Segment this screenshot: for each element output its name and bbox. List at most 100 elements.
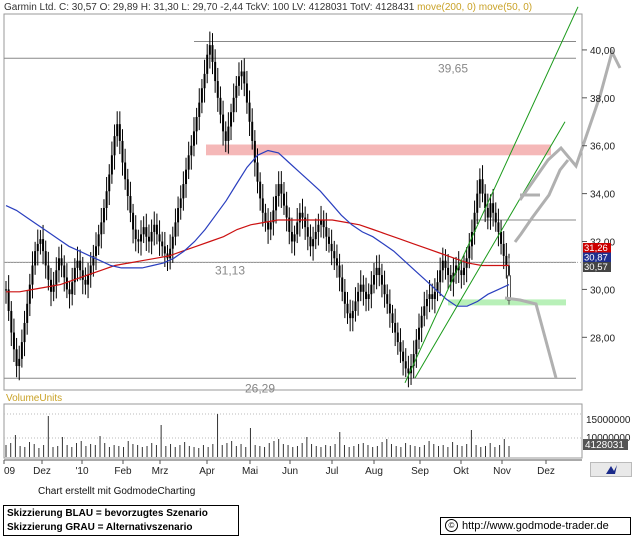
x-tick-label: Dez bbox=[33, 466, 51, 477]
candle-body bbox=[275, 196, 278, 211]
x-tick-label: Nov bbox=[493, 466, 511, 477]
candle-body bbox=[230, 112, 233, 127]
candle-body bbox=[240, 71, 243, 77]
candle-body bbox=[415, 339, 418, 355]
candle-body bbox=[444, 260, 447, 268]
candle-body bbox=[412, 354, 415, 367]
candle-body bbox=[420, 315, 423, 328]
last-candle-body bbox=[507, 275, 511, 301]
moving-average-legend: move(200, 0) move(50, 0) bbox=[417, 2, 533, 13]
candle-body bbox=[333, 251, 336, 259]
candle-body bbox=[365, 291, 368, 299]
candle-body bbox=[39, 239, 42, 244]
candle-body bbox=[489, 203, 492, 218]
candle-body bbox=[367, 294, 370, 299]
x-tick-label: Dez bbox=[537, 466, 555, 477]
candle-body bbox=[84, 279, 87, 285]
candle-body bbox=[113, 136, 116, 156]
candle-body bbox=[153, 224, 156, 232]
candle-body bbox=[388, 303, 391, 314]
candle-body bbox=[81, 270, 84, 280]
candle-body bbox=[428, 294, 431, 299]
candle-body bbox=[460, 270, 463, 276]
candle-body bbox=[44, 251, 47, 266]
scenario-legend: Skizzierung BLAU = bevorzugtes Szenario … bbox=[3, 505, 239, 536]
candle-body bbox=[150, 231, 153, 242]
candle-body bbox=[235, 85, 238, 98]
candle-body bbox=[161, 241, 164, 247]
candle-body bbox=[484, 193, 487, 208]
candle-body bbox=[92, 255, 95, 266]
candle-body bbox=[338, 265, 341, 278]
candle-body bbox=[182, 184, 185, 199]
candle-body bbox=[142, 227, 145, 235]
x-tick-label: Mai bbox=[242, 466, 258, 477]
candle-body bbox=[470, 231, 473, 247]
candle-body bbox=[248, 102, 251, 122]
candle-body bbox=[341, 277, 344, 292]
candle-body bbox=[129, 196, 132, 213]
candle-body bbox=[407, 368, 410, 374]
candle-body bbox=[325, 227, 328, 237]
candle-body bbox=[264, 212, 267, 223]
candle-body bbox=[195, 116, 198, 132]
website-url[interactable]: http://www.godmode-trader.de bbox=[462, 520, 609, 532]
scenario-down-path bbox=[504, 296, 558, 379]
candle-body bbox=[486, 207, 489, 218]
candle-body bbox=[492, 203, 495, 213]
candle-body bbox=[132, 212, 135, 230]
candle-body bbox=[343, 291, 346, 304]
x-tick-label: Jun bbox=[282, 466, 298, 477]
candle-body bbox=[425, 298, 428, 307]
candle-body bbox=[116, 124, 119, 137]
candle-body bbox=[320, 219, 323, 225]
candle-body bbox=[145, 227, 148, 237]
candle-body bbox=[203, 73, 206, 89]
candle-body bbox=[362, 284, 365, 292]
candle-body bbox=[15, 349, 18, 367]
candle-body bbox=[298, 212, 301, 223]
legend-gray-scenario: Skizzierung GRAU = Alternativszenario bbox=[7, 522, 193, 533]
candle-body bbox=[404, 361, 407, 369]
candle-body bbox=[214, 61, 217, 82]
candle-body bbox=[219, 97, 222, 115]
x-tick-label: Aug bbox=[365, 466, 383, 477]
candle-body bbox=[261, 198, 264, 213]
candle-body bbox=[105, 191, 108, 208]
candle-body bbox=[36, 243, 39, 252]
godmode-logo-button[interactable] bbox=[590, 462, 632, 477]
candle-body bbox=[60, 258, 63, 266]
x-tick-label: Feb bbox=[114, 466, 132, 477]
candle-body bbox=[89, 265, 92, 276]
candle-body bbox=[354, 301, 357, 311]
candle-body bbox=[269, 222, 272, 230]
candle-body bbox=[137, 239, 140, 242]
candle-body bbox=[23, 322, 26, 343]
x-tick-label: Okt bbox=[453, 466, 469, 477]
candle-body bbox=[285, 205, 288, 218]
godmode-bull-logo-icon bbox=[606, 465, 617, 474]
candle-body bbox=[494, 212, 497, 223]
level-annotation: 31,13 bbox=[215, 263, 245, 277]
candle-body bbox=[174, 222, 177, 237]
candle-body bbox=[370, 284, 373, 295]
candle-body bbox=[304, 217, 307, 228]
candle-body bbox=[232, 97, 235, 113]
candle-body bbox=[108, 174, 111, 192]
candle-body bbox=[12, 332, 15, 350]
candle-body bbox=[462, 267, 465, 276]
candle-body bbox=[163, 246, 166, 254]
candle-body bbox=[55, 270, 58, 285]
candle-body bbox=[314, 231, 317, 240]
candle-body bbox=[34, 251, 37, 266]
candle-body bbox=[431, 294, 434, 299]
candle-body bbox=[227, 126, 230, 141]
volume-tick-label: 10000000 bbox=[586, 433, 631, 444]
candle-body bbox=[312, 239, 315, 247]
candle-body bbox=[192, 131, 195, 146]
candle-body bbox=[372, 275, 375, 285]
price-tag-label: 31,26 bbox=[584, 243, 608, 254]
candle-body bbox=[256, 162, 259, 182]
candle-body bbox=[140, 234, 143, 242]
website-link[interactable]: © http://www.godmode-trader.de bbox=[440, 517, 631, 535]
